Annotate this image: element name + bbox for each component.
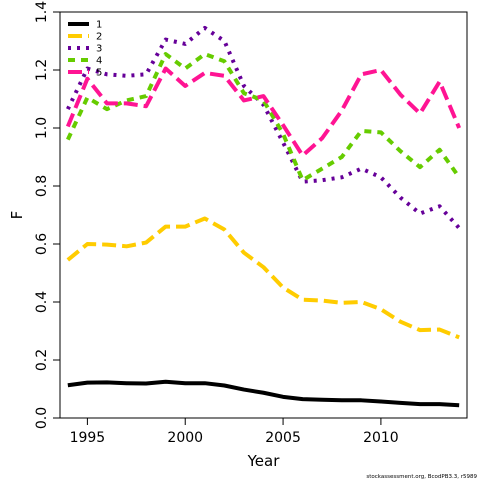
y-tick-label: 1.0: [34, 117, 50, 139]
y-tick-label: 1.4: [34, 1, 50, 23]
y-tick-label: 0.2: [34, 349, 50, 371]
series-line-1: [67, 379, 460, 408]
credit-text: stockassessment.org, BcodPB3.3, r5989: [366, 474, 477, 480]
legend-label-2: 2: [96, 32, 102, 43]
legend-label-1: 1: [96, 20, 102, 31]
x-tick-label: 1995: [70, 430, 106, 446]
x-tick-label: 2010: [363, 430, 399, 446]
x-axis-label: Year: [247, 452, 281, 470]
y-axis-label: F: [8, 211, 26, 220]
series-line-5: [65, 66, 462, 158]
series-line-4: [66, 52, 461, 183]
legend-label-5: 5: [96, 68, 102, 79]
y-axis: 0.0 0.2 0.4 0.6 0.8 1.0 1.2 1.4: [34, 1, 60, 429]
y-tick-label: 0.4: [34, 291, 50, 313]
legend-label-3: 3: [96, 44, 102, 55]
y-tick-label: 1.2: [34, 59, 50, 81]
x-tick-label: 2000: [167, 430, 203, 446]
plot-frame: [59, 11, 468, 419]
x-tick-label: 2005: [265, 430, 301, 446]
legend-label-4: 4: [96, 56, 102, 67]
series-layer: [65, 25, 462, 408]
y-tick-label: 0.0: [34, 407, 50, 429]
x-axis: 1995 2000 2005 2010: [70, 418, 399, 446]
y-tick-label: 0.8: [34, 175, 50, 197]
series-line-2: [66, 216, 460, 340]
series-line-3: [66, 25, 461, 230]
y-tick-label: 0.6: [34, 233, 50, 255]
